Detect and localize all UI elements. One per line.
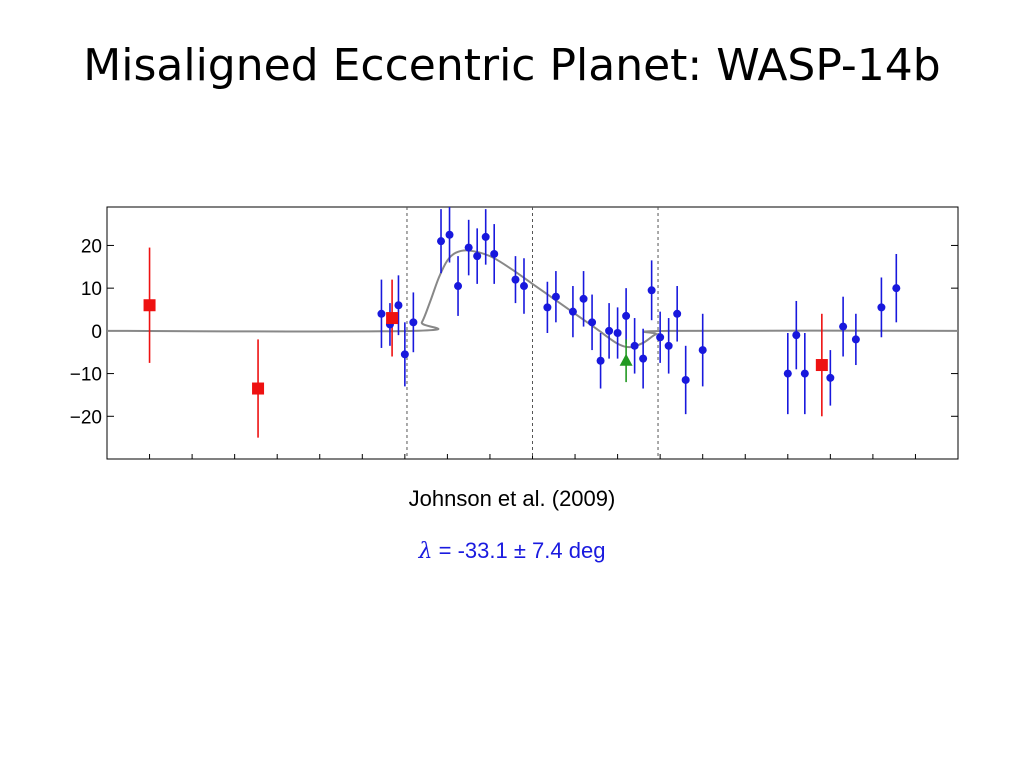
data-point-circle bbox=[543, 303, 552, 312]
lambda-result: λ = -33.1 ± 7.4 deg bbox=[0, 538, 1024, 564]
data-point-triangle bbox=[619, 353, 633, 366]
data-point-circle bbox=[877, 303, 886, 312]
data-point-circle bbox=[639, 354, 648, 363]
data-point-circle bbox=[473, 252, 482, 261]
y-tick-label: 0 bbox=[91, 322, 102, 343]
data-point-circle bbox=[630, 341, 639, 350]
data-point-circle bbox=[673, 309, 682, 318]
data-point-circle bbox=[437, 237, 446, 246]
data-point-circle bbox=[454, 282, 463, 291]
data-point-circle bbox=[519, 282, 528, 291]
data-point-circle bbox=[588, 318, 597, 327]
data-point-circle bbox=[839, 322, 848, 331]
data-point-circle bbox=[511, 275, 520, 284]
data-point-circle bbox=[596, 356, 605, 365]
data-point-circle bbox=[826, 373, 835, 382]
model-curve bbox=[106, 249, 959, 349]
data-point-circle bbox=[892, 284, 901, 293]
data-point-circle bbox=[647, 286, 656, 295]
data-point-square bbox=[815, 359, 828, 372]
data-point-circle bbox=[792, 331, 801, 340]
data-point-circle bbox=[409, 318, 418, 327]
data-point-circle bbox=[851, 335, 860, 344]
data-point-circle bbox=[605, 326, 614, 335]
y-tick-label: 20 bbox=[81, 236, 102, 257]
lambda-value: = -33.1 ± 7.4 deg bbox=[432, 538, 606, 563]
data-point-circle bbox=[481, 232, 490, 241]
rv-chart: 20 10 0 −10 −20 bbox=[70, 206, 959, 460]
y-tick-label: −10 bbox=[70, 365, 102, 386]
data-point-circle bbox=[579, 294, 588, 303]
y-tick-label: −20 bbox=[70, 407, 102, 428]
data-point-circle bbox=[445, 230, 454, 239]
data-point-circle bbox=[490, 249, 499, 258]
data-point-circle bbox=[464, 243, 473, 252]
data-point-circle bbox=[698, 346, 707, 355]
data-point-circle bbox=[622, 311, 631, 320]
data-point-circle bbox=[551, 292, 560, 301]
data-point-circle bbox=[394, 301, 403, 310]
y-tick-label: 10 bbox=[81, 279, 102, 300]
data-point-circle bbox=[377, 309, 386, 318]
data-point-square bbox=[386, 312, 399, 325]
data-point-square bbox=[143, 299, 156, 312]
data-point-circle bbox=[656, 333, 665, 342]
data-point-square bbox=[252, 382, 265, 395]
data-point-circle bbox=[568, 307, 577, 316]
data-point-circle bbox=[681, 375, 690, 384]
data-point-circle bbox=[664, 341, 673, 350]
data-point-circle bbox=[783, 369, 792, 378]
data-point-circle bbox=[400, 350, 409, 359]
data-point-circle bbox=[800, 369, 809, 378]
data-point-circle bbox=[613, 329, 622, 337]
slide-title: Misaligned Eccentric Planet: WASP-14b bbox=[83, 40, 941, 91]
lambda-symbol: λ bbox=[418, 539, 433, 564]
citation: Johnson et al. (2009) bbox=[408, 486, 616, 511]
